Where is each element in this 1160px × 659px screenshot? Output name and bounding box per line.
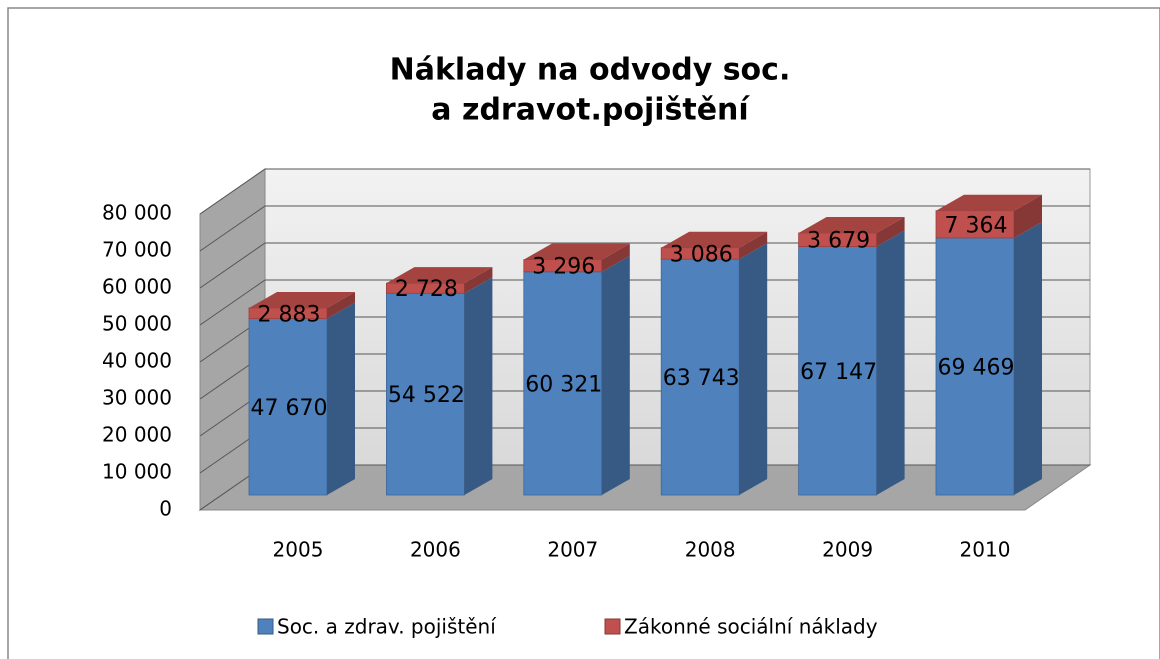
bar-top [523,243,630,260]
bar-side [327,302,355,495]
bar-side [1014,221,1042,495]
bar-side [327,291,355,319]
bar-side [464,267,493,294]
bar [248,318,328,496]
value-label: 2 728 [395,277,458,302]
chart-title: Náklady na odvody soc. [390,53,791,88]
y-tick-label: 50 000 [102,312,172,336]
grid-line [199,205,266,252]
value-label: 67 147 [800,360,877,385]
value-label: 63 743 [663,366,740,391]
bar-top [386,267,493,284]
y-tick-label: 40 000 [102,349,172,373]
bar [385,292,465,496]
legend-label: Zákonné sociální náklady [624,615,878,639]
value-label: 47 670 [251,396,328,421]
legend-swatch [604,618,621,635]
value-label: 54 522 [388,383,465,408]
value-label: 7 364 [945,213,1008,238]
y-tick-label: 30 000 [102,386,172,410]
y-tick-label: 20 000 [102,423,172,447]
bar-side [876,216,905,247]
bar-side [739,231,768,260]
x-tick-label: 2007 [547,538,598,562]
y-tick-label: 70 000 [102,238,172,262]
bar-side [1014,194,1042,238]
y-tick-label: 60 000 [102,275,172,299]
value-label: 3 086 [670,242,733,267]
bar [660,258,740,496]
bar-top [798,216,905,233]
y-tick-label: 10 000 [102,460,172,484]
chart-title: a zdravot.pojištění [431,93,750,128]
value-label: 3 679 [807,229,870,254]
x-tick-label: 2008 [685,538,736,562]
y-tick-label: 80 000 [102,201,172,225]
x-tick-label: 2006 [410,538,461,562]
x-tick-label: 2009 [822,538,873,562]
legend-label: Soc. a zdrav. pojištění [277,615,497,639]
bar-side [601,243,630,272]
bar-side [876,230,905,496]
bar-top [661,231,768,248]
value-label: 69 469 [938,355,1015,380]
bar [798,246,877,496]
grid-line [199,279,266,326]
x-tick-label: 2010 [960,538,1011,562]
x-tick-label: 2005 [273,538,324,562]
bar-side [601,255,630,495]
grid-line [199,168,266,215]
legend-swatch [257,618,274,635]
bar-top [249,291,355,308]
grid-line [199,242,266,289]
bar-side [464,277,493,495]
value-label: 3 296 [532,255,595,280]
y-tick-label: 0 [159,497,172,521]
bar-top [936,194,1042,211]
value-label: 60 321 [525,372,602,397]
bar [935,237,1015,496]
value-label: 2 883 [258,302,321,327]
bar-side [739,243,768,495]
